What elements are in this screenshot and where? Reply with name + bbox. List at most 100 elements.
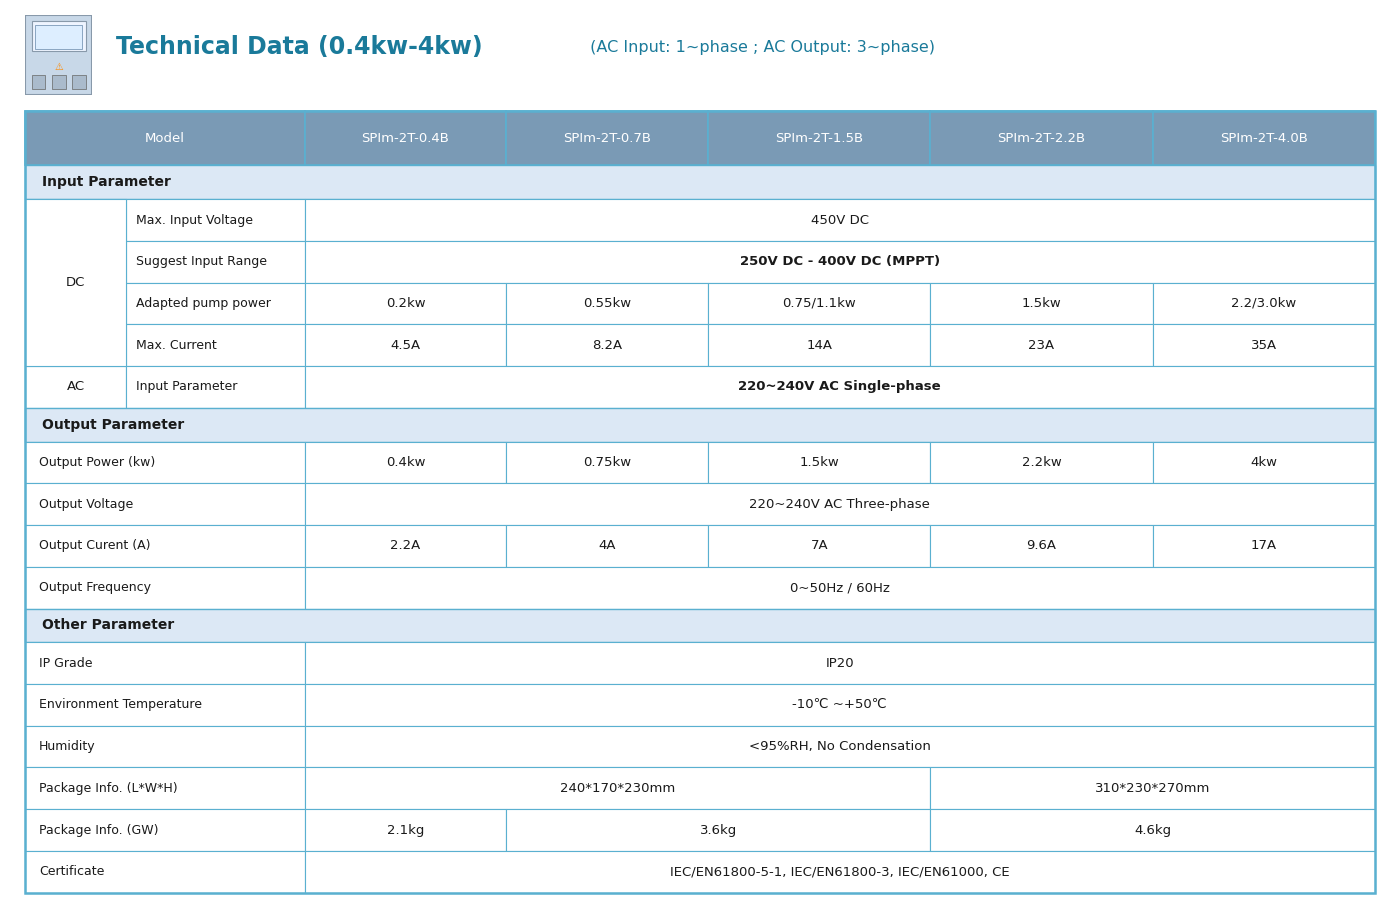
Bar	[507, 283, 708, 325]
Text: 23A: 23A	[1029, 339, 1054, 352]
Text: 2.2kw: 2.2kw	[1022, 456, 1061, 469]
Text: 4kw: 4kw	[1250, 456, 1277, 469]
Text: DC: DC	[66, 276, 85, 289]
Text: 2.2/3.0kw: 2.2/3.0kw	[1231, 297, 1296, 310]
Bar	[305, 851, 1375, 893]
Bar	[25, 851, 305, 893]
Bar	[507, 325, 708, 366]
Bar	[305, 442, 507, 484]
Text: 240*170*230mm: 240*170*230mm	[560, 782, 675, 794]
Bar	[931, 111, 1152, 165]
Text: -10℃ ~+50℃: -10℃ ~+50℃	[792, 698, 888, 712]
Text: Max. Input Voltage: Max. Input Voltage	[136, 214, 252, 226]
Bar	[305, 684, 1375, 725]
Bar	[931, 442, 1152, 484]
Bar	[25, 325, 126, 366]
Bar	[25, 165, 1375, 199]
Text: 0.2kw: 0.2kw	[386, 297, 426, 310]
Bar	[1152, 442, 1375, 484]
Text: 1.5kw: 1.5kw	[1022, 297, 1061, 310]
Bar	[1152, 325, 1375, 366]
Bar	[1152, 111, 1375, 165]
Bar	[305, 767, 931, 809]
Text: SPIm-2T-4.0B: SPIm-2T-4.0B	[1219, 132, 1308, 145]
Bar	[305, 283, 507, 325]
Text: ⚠: ⚠	[55, 63, 63, 73]
Text: IP20: IP20	[826, 656, 854, 670]
Bar	[305, 809, 507, 851]
Bar	[126, 325, 305, 366]
Text: 9.6A: 9.6A	[1026, 539, 1057, 553]
Text: Humidity: Humidity	[39, 740, 95, 753]
Bar	[32, 75, 45, 89]
Bar	[708, 111, 931, 165]
Text: 0.4kw: 0.4kw	[386, 456, 426, 469]
Text: 8.2A: 8.2A	[592, 339, 623, 352]
Bar	[305, 366, 1375, 408]
Bar	[52, 75, 66, 89]
Text: 310*230*270mm: 310*230*270mm	[1095, 782, 1210, 794]
Bar	[25, 199, 126, 366]
Bar	[25, 366, 126, 408]
Bar	[305, 199, 1375, 241]
Text: 4A: 4A	[599, 539, 616, 553]
Bar	[25, 111, 1375, 893]
Text: Suggest Input Range: Suggest Input Range	[136, 255, 266, 268]
Text: Input Parameter: Input Parameter	[42, 175, 171, 189]
Bar	[507, 809, 931, 851]
Text: 220~240V AC Three-phase: 220~240V AC Three-phase	[749, 497, 930, 511]
Text: Max. Current: Max. Current	[136, 339, 217, 352]
Bar	[126, 366, 305, 408]
Text: 0.55kw: 0.55kw	[584, 297, 631, 310]
Bar	[32, 21, 85, 52]
Bar	[305, 567, 1375, 608]
Text: 3.6kg: 3.6kg	[700, 824, 736, 836]
Text: 0.75kw: 0.75kw	[584, 456, 631, 469]
Bar	[305, 241, 1375, 283]
Bar	[126, 199, 305, 241]
Text: SPIm-2T-1.5B: SPIm-2T-1.5B	[776, 132, 864, 145]
Bar	[305, 111, 507, 165]
Text: (AC Input: 1~phase ; AC Output: 3~phase): (AC Input: 1~phase ; AC Output: 3~phase)	[585, 40, 935, 55]
Bar	[507, 111, 708, 165]
Text: SPIm-2T-2.2B: SPIm-2T-2.2B	[997, 132, 1085, 145]
Text: SPIm-2T-0.4B: SPIm-2T-0.4B	[361, 132, 449, 145]
Bar	[25, 684, 305, 725]
Text: Package Info. (L*W*H): Package Info. (L*W*H)	[39, 782, 178, 794]
Text: Output Frequency: Output Frequency	[39, 581, 151, 594]
Bar	[25, 525, 305, 567]
Text: 2.2A: 2.2A	[391, 539, 420, 553]
Text: Model: Model	[146, 132, 185, 145]
Bar	[25, 567, 305, 608]
Text: 4.6kg: 4.6kg	[1134, 824, 1172, 836]
Bar	[708, 525, 931, 567]
Bar	[305, 484, 1375, 525]
Text: 0.75/1.1kw: 0.75/1.1kw	[783, 297, 857, 310]
Text: Output Curent (A): Output Curent (A)	[39, 539, 151, 553]
Bar	[507, 442, 708, 484]
Text: Output Voltage: Output Voltage	[39, 497, 133, 511]
Text: Output Power (kw): Output Power (kw)	[39, 456, 155, 469]
Bar	[25, 199, 126, 241]
Bar	[25, 484, 305, 525]
Bar	[25, 767, 305, 809]
Bar	[126, 241, 305, 283]
Text: Package Info. (GW): Package Info. (GW)	[39, 824, 158, 836]
Bar	[708, 442, 931, 484]
Bar	[931, 525, 1152, 567]
Text: 7A: 7A	[811, 539, 827, 553]
Bar	[25, 608, 1375, 643]
Bar	[305, 525, 507, 567]
Bar	[931, 767, 1375, 809]
Bar	[708, 325, 931, 366]
Text: 250V DC - 400V DC (MPPT): 250V DC - 400V DC (MPPT)	[739, 255, 939, 268]
Text: 220~240V AC Single-phase: 220~240V AC Single-phase	[738, 381, 941, 394]
Bar	[25, 725, 305, 767]
Text: Certificate: Certificate	[39, 865, 105, 878]
Text: AC: AC	[66, 381, 84, 394]
Bar	[708, 283, 931, 325]
Bar	[1152, 283, 1375, 325]
Text: 17A: 17A	[1250, 539, 1277, 553]
Text: Output Parameter: Output Parameter	[42, 418, 185, 432]
Text: Input Parameter: Input Parameter	[136, 381, 237, 394]
